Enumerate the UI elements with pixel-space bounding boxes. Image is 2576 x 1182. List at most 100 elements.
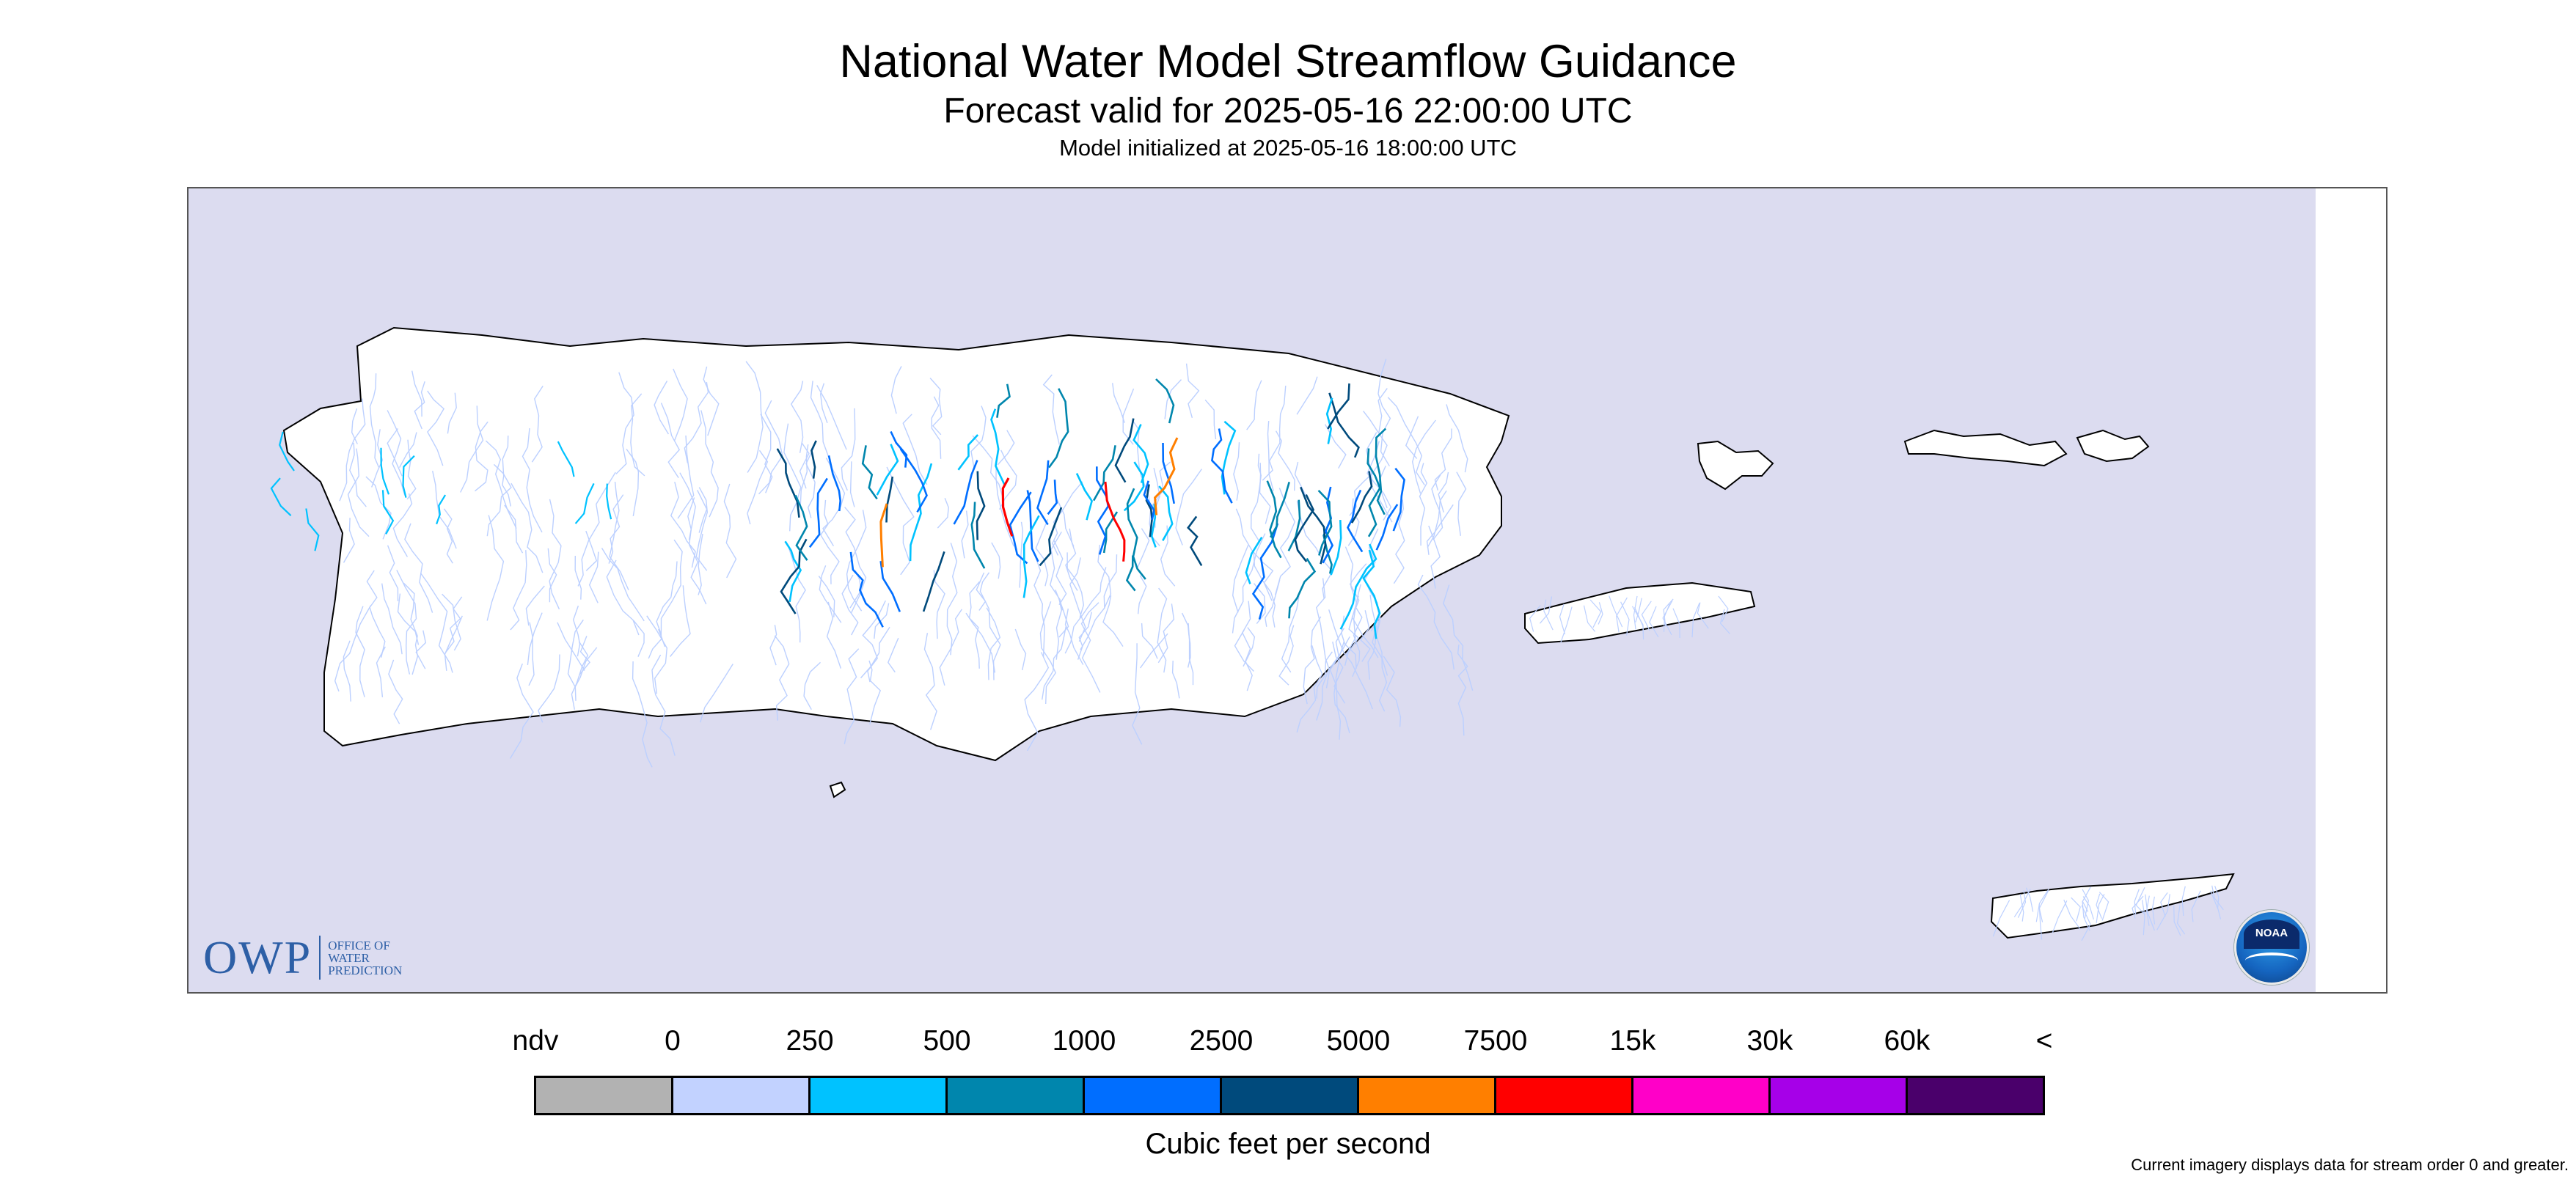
stream-segment: [486, 515, 505, 621]
streamflow-map[interactable]: [189, 188, 2386, 992]
stream-segment: [968, 581, 980, 669]
stream-segment: [687, 497, 707, 605]
legend-label: 60k: [1884, 1025, 1931, 1057]
stream-segment: [1303, 616, 1322, 705]
stream-segment: [1102, 595, 1124, 647]
stream-segment: [502, 436, 511, 507]
stream-segment: [1281, 595, 1300, 673]
stream-segment: [366, 570, 386, 658]
stream-segment: [996, 383, 1011, 418]
legend-swatch: [1771, 1078, 1908, 1113]
stream-segment: [885, 476, 894, 523]
stream-segment: [531, 386, 544, 463]
stream-segment: [1375, 504, 1399, 551]
stream-segment: [1185, 363, 1200, 418]
stream-segment: [1064, 567, 1107, 654]
st-john-island: [2076, 429, 2150, 463]
stream-segment: [442, 593, 461, 651]
stream-segment: [654, 381, 669, 435]
stream-segment: [1233, 442, 1240, 501]
stream-segment: [1294, 494, 1315, 562]
legend-label: 0: [665, 1025, 681, 1057]
stream-segment: [606, 559, 640, 636]
stream-segment: [695, 487, 709, 571]
stream-segment: [632, 661, 653, 768]
stream-segment: [574, 482, 595, 524]
stream-segment: [606, 483, 612, 520]
stream-segment: [745, 361, 764, 473]
stream-segment: [1262, 385, 1287, 481]
culebra-island: [1697, 440, 1774, 491]
stream-segment: [1672, 608, 1680, 639]
stream-segment: [1419, 463, 1428, 546]
stream-segment: [684, 381, 709, 463]
map-panel[interactable]: OWP OFFICE OF WATER PREDICTION NOAA: [187, 187, 2387, 994]
stream-segment: [1033, 554, 1045, 658]
stream-segment: [2063, 899, 2081, 930]
stream-segment: [1265, 579, 1281, 627]
stream-segment: [811, 440, 817, 479]
stream-segment: [522, 427, 543, 533]
stream-segment: [398, 432, 417, 469]
stream-segment: [826, 601, 842, 669]
stream-segment: [1393, 499, 1405, 584]
stream-segment: [387, 410, 406, 496]
stream-segment: [579, 636, 590, 675]
stream-segment: [841, 408, 856, 491]
stream-segment: [572, 605, 581, 657]
legend-swatch: [1633, 1078, 1771, 1113]
stream-segment: [660, 403, 681, 478]
stream-segment: [2081, 905, 2091, 941]
stream-segment: [585, 530, 598, 571]
stream-segment: [923, 633, 937, 730]
stream-segment: [760, 414, 773, 493]
stream-segment: [1221, 420, 1237, 495]
stream-segment: [381, 490, 395, 535]
stream-segment: [953, 460, 978, 525]
stream-segment: [780, 538, 808, 614]
stream-segment: [1077, 612, 1092, 660]
stream-segment: [1620, 601, 1630, 636]
stream-segment: [1269, 482, 1290, 538]
stream-segment: [1335, 628, 1345, 740]
stream-segment: [961, 510, 969, 559]
stream-segment: [279, 431, 295, 471]
stream-segment: [1056, 499, 1075, 547]
stream-segment: [411, 370, 422, 417]
stream-segment: [392, 493, 413, 557]
stream-segment: [2017, 890, 2027, 918]
stream-segment: [794, 494, 808, 561]
stream-segment: [1145, 484, 1153, 537]
stream-segment: [1539, 596, 1553, 624]
stream-segment: [1187, 515, 1203, 567]
stream-segment: [1443, 584, 1474, 691]
stream-segment: [976, 471, 986, 540]
stream-segment: [1126, 488, 1146, 580]
stream-segment: [790, 381, 804, 453]
stream-segment: [1634, 607, 1644, 640]
stream-segment: [460, 405, 484, 493]
stream-segment: [1143, 480, 1155, 521]
stream-segment: [509, 663, 534, 759]
stream-segment: [355, 606, 365, 697]
stream-segment: [1633, 595, 1638, 630]
stream-segment: [2156, 894, 2170, 930]
stream-segment: [1009, 491, 1032, 565]
stream-segment: [787, 546, 806, 643]
stream-segment: [414, 381, 425, 430]
stream-segment: [703, 366, 720, 436]
stream-segment: [697, 490, 708, 533]
stream-segment: [1066, 552, 1085, 618]
stream-segment: [351, 408, 358, 444]
stream-segment: [347, 448, 370, 537]
stream-segment: [406, 439, 417, 500]
stream-segment: [343, 518, 355, 563]
stream-segment: [339, 398, 366, 502]
legend-label: 15k: [1609, 1025, 1656, 1057]
stream-segment: [700, 410, 719, 518]
forecast-valid-subtitle: Forecast valid for 2025-05-16 22:00:00 U…: [943, 92, 1633, 131]
stream-segment: [2181, 886, 2186, 917]
stream-segment: [783, 423, 802, 532]
stream-segment: [976, 572, 987, 611]
stream-segment: [1022, 515, 1040, 598]
